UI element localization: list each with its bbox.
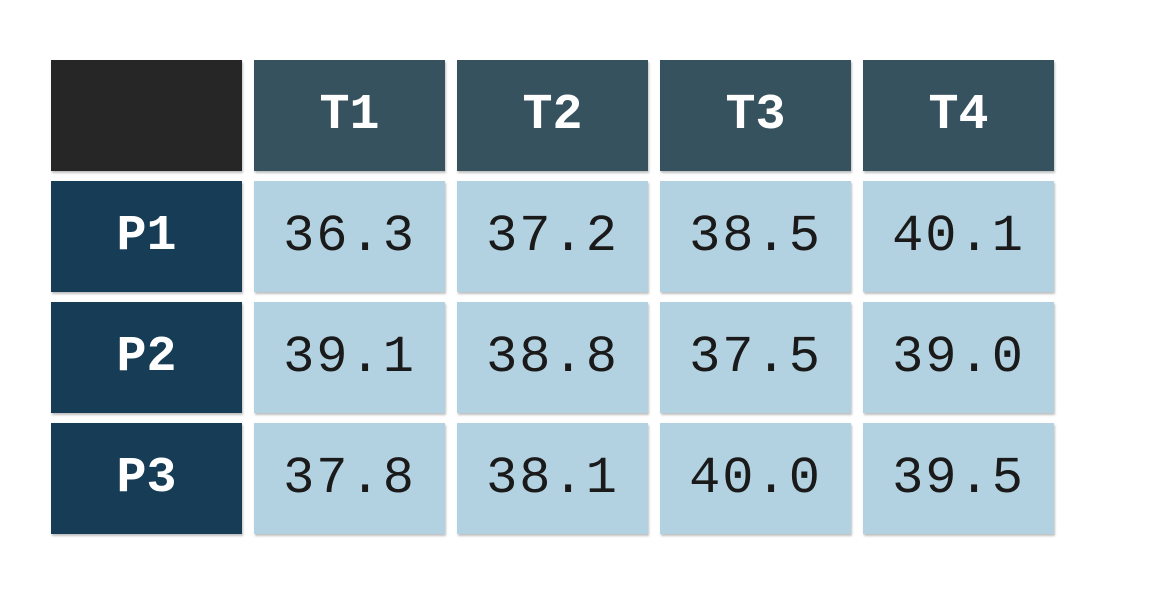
table-cell-p3-t2: 38.1 [457,423,648,534]
table-cell-p3-t4: 39.5 [863,423,1054,534]
table-cell-p3-t3: 40.0 [660,423,851,534]
table-cell-p2-t1: 39.1 [254,302,445,413]
data-table: T1 T2 T3 T4 P1 36.3 37.2 38.5 40.1 P2 39… [51,60,1054,534]
column-header-t2: T2 [457,60,648,171]
row-header-p3: P3 [51,423,242,534]
table-cell-p2-t2: 38.8 [457,302,648,413]
table-cell-p2-t3: 37.5 [660,302,851,413]
table-cell-p1-t4: 40.1 [863,181,1054,292]
row-header-p1: P1 [51,181,242,292]
column-header-t3: T3 [660,60,851,171]
corner-cell [51,60,242,171]
column-header-t1: T1 [254,60,445,171]
column-header-t4: T4 [863,60,1054,171]
table-cell-p1-t1: 36.3 [254,181,445,292]
table-cell-p2-t4: 39.0 [863,302,1054,413]
table-cell-p3-t1: 37.8 [254,423,445,534]
table-cell-p1-t3: 38.5 [660,181,851,292]
row-header-p2: P2 [51,302,242,413]
table-cell-p1-t2: 37.2 [457,181,648,292]
